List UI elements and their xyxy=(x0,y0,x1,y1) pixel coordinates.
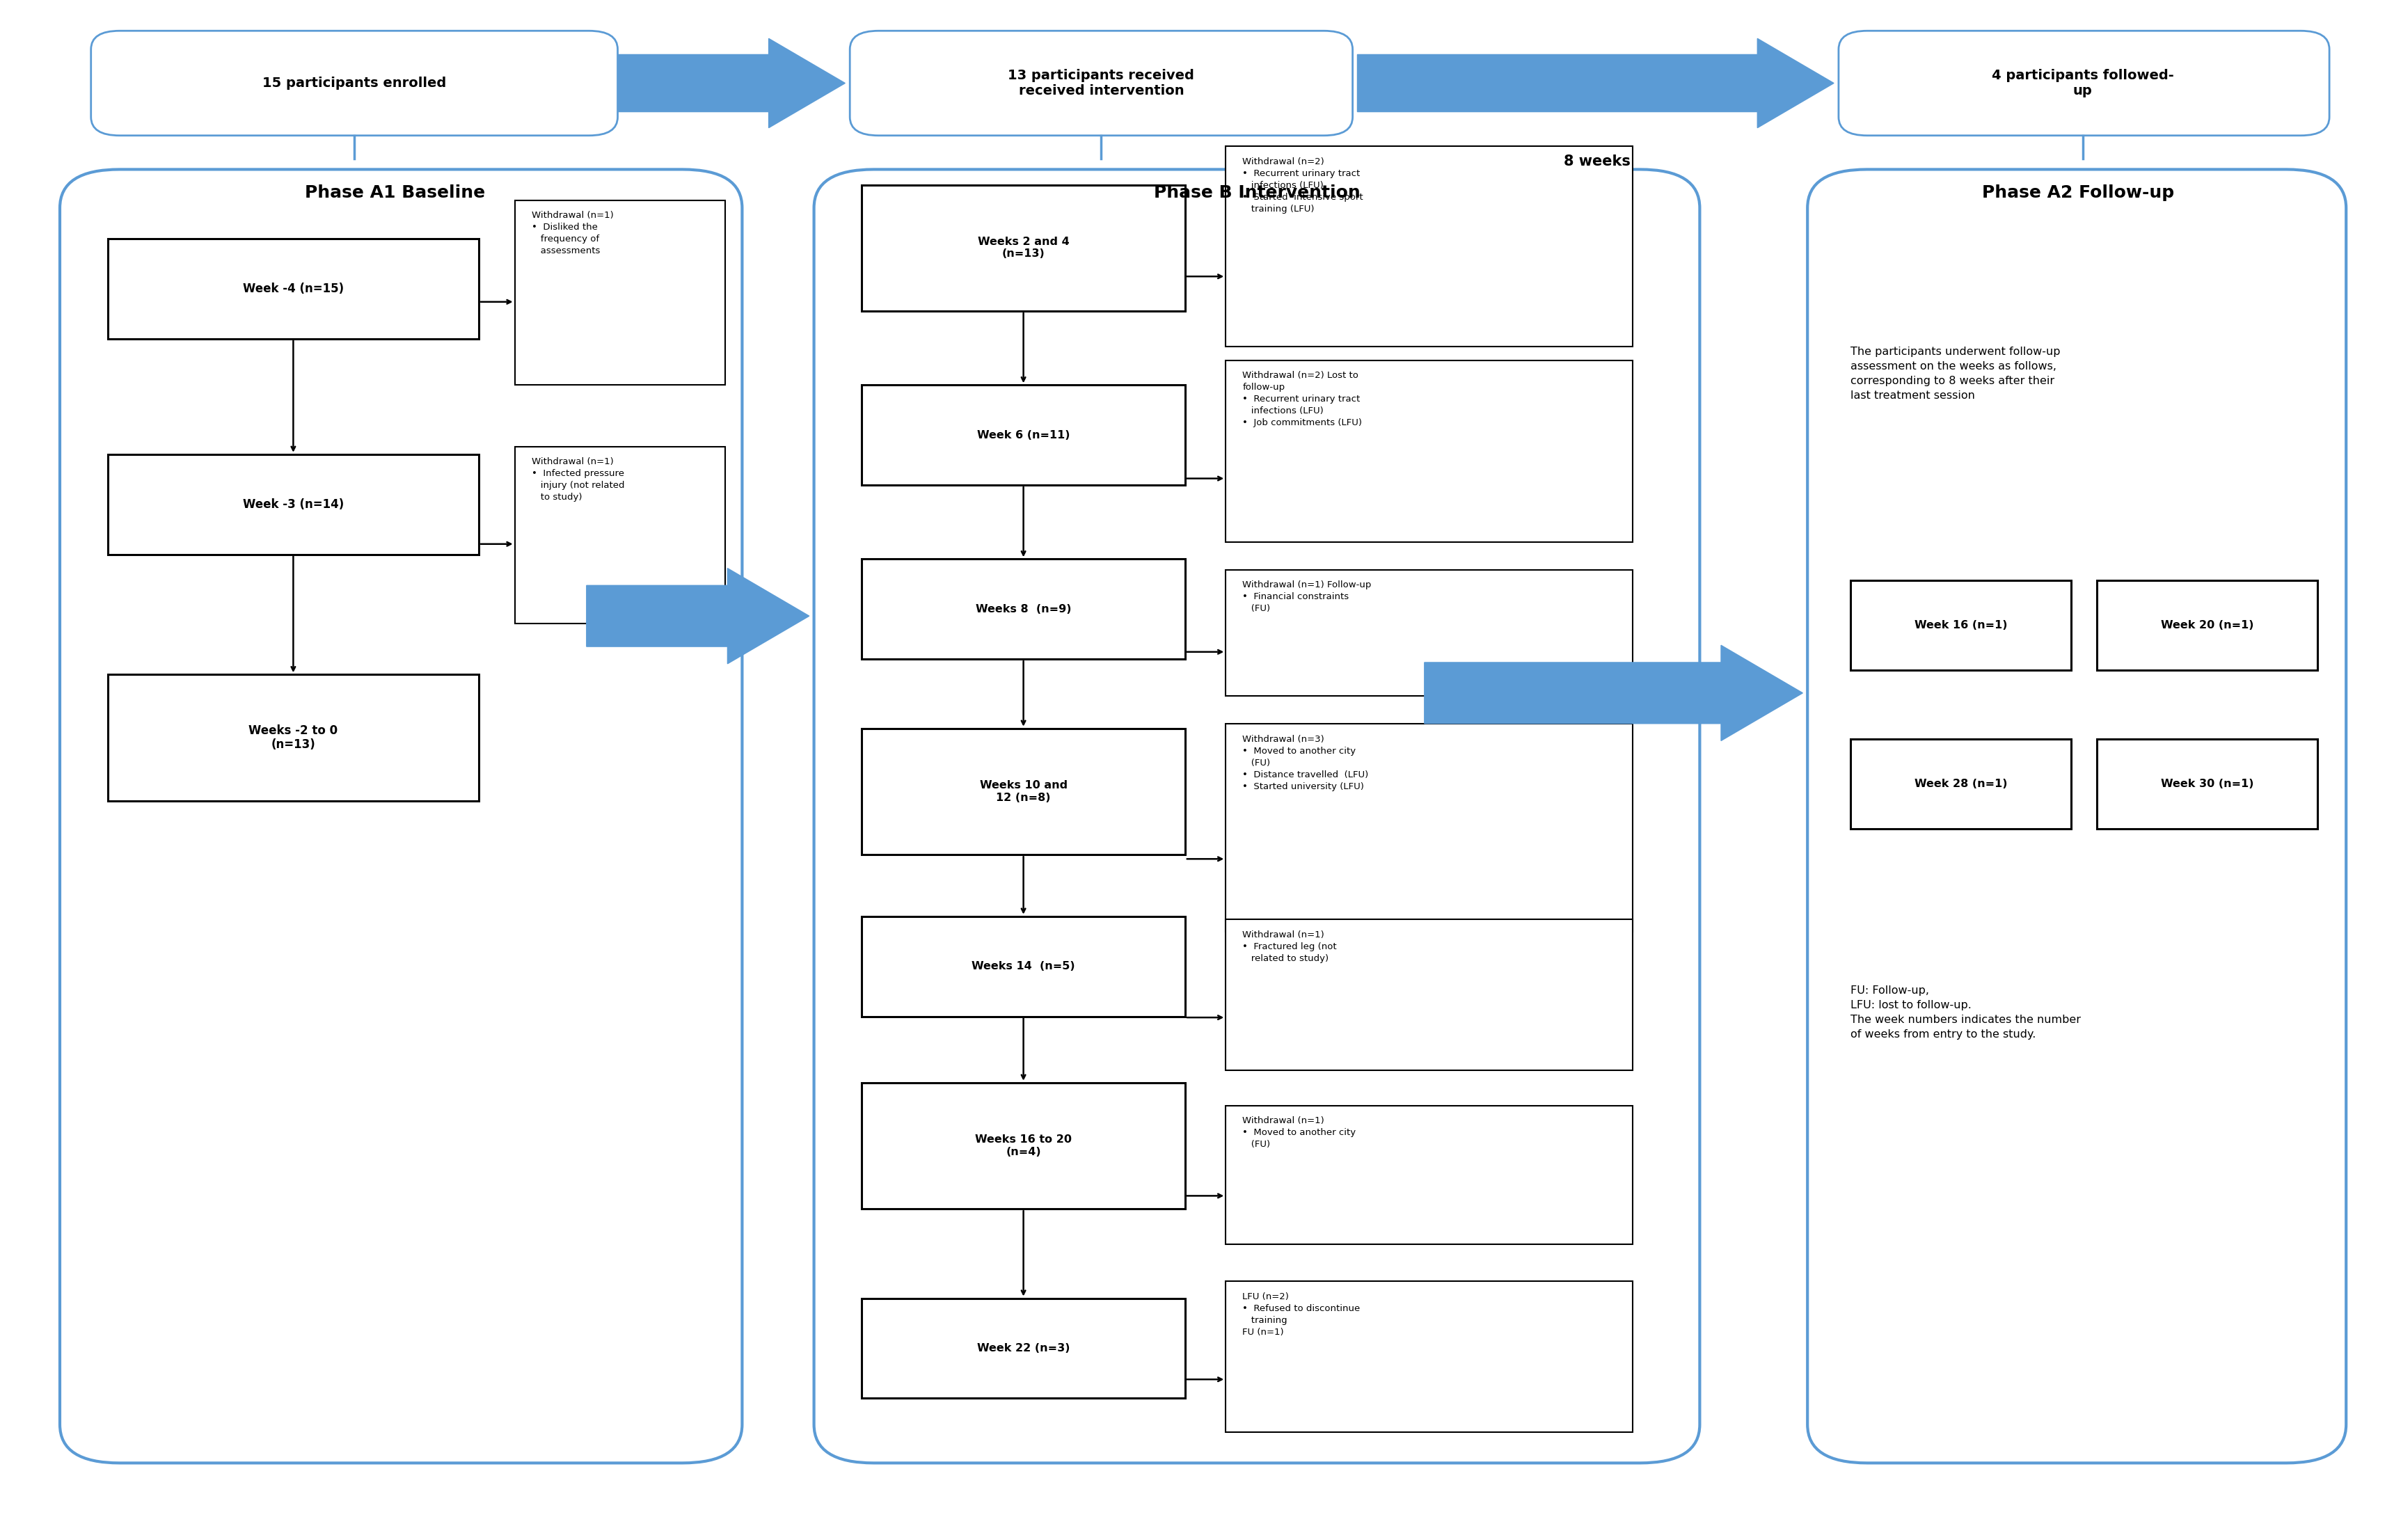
FancyBboxPatch shape xyxy=(1226,919,1633,1070)
Text: Withdrawal (n=1)
•  Disliked the
   frequency of
   assessments: Withdrawal (n=1) • Disliked the frequenc… xyxy=(531,211,613,256)
Text: Phase B Intervention: Phase B Intervention xyxy=(1154,185,1360,200)
Text: Withdrawal (n=1) Follow-up
•  Financial constraints
   (FU): Withdrawal (n=1) Follow-up • Financial c… xyxy=(1242,581,1372,613)
Text: The participants underwent follow-up
assessment on the weeks as follows,
corresp: The participants underwent follow-up ass… xyxy=(1851,347,2061,400)
Polygon shape xyxy=(1424,645,1803,741)
Text: FU: Follow-up,
LFU: lost to follow-up.
The week numbers indicates the number
of : FU: Follow-up, LFU: lost to follow-up. T… xyxy=(1851,986,2080,1040)
Text: Withdrawal (n=1)
•  Fractured leg (not
   related to study): Withdrawal (n=1) • Fractured leg (not re… xyxy=(1242,930,1336,963)
Text: Weeks 10 and
12 (n=8): Weeks 10 and 12 (n=8) xyxy=(979,781,1068,802)
FancyBboxPatch shape xyxy=(1226,724,1633,932)
FancyBboxPatch shape xyxy=(862,385,1185,485)
Text: Weeks 8  (n=9): Weeks 8 (n=9) xyxy=(977,604,1070,614)
Text: 13 participants received
received intervention: 13 participants received received interv… xyxy=(1008,69,1195,97)
Text: Week 28 (n=1): Week 28 (n=1) xyxy=(1915,779,2006,788)
FancyBboxPatch shape xyxy=(108,454,479,554)
Text: Withdrawal (n=1)
•  Infected pressure
   injury (not related
   to study): Withdrawal (n=1) • Infected pressure inj… xyxy=(531,457,625,502)
FancyBboxPatch shape xyxy=(1851,581,2071,670)
FancyBboxPatch shape xyxy=(2097,739,2317,829)
Text: Weeks 2 and 4
(n=13): Weeks 2 and 4 (n=13) xyxy=(977,237,1070,259)
Text: Weeks 16 to 20
(n=4): Weeks 16 to 20 (n=4) xyxy=(974,1135,1073,1157)
Text: Withdrawal (n=3)
•  Moved to another city
   (FU)
•  Distance travelled  (LFU)
•: Withdrawal (n=3) • Moved to another city… xyxy=(1242,735,1369,792)
FancyBboxPatch shape xyxy=(862,916,1185,1016)
Text: Withdrawal (n=2) Lost to
follow-up
•  Recurrent urinary tract
   infections (LFU: Withdrawal (n=2) Lost to follow-up • Rec… xyxy=(1242,371,1362,428)
FancyBboxPatch shape xyxy=(108,675,479,801)
Text: Phase A2 Follow-up: Phase A2 Follow-up xyxy=(1982,185,2174,200)
FancyBboxPatch shape xyxy=(1226,1281,1633,1432)
FancyBboxPatch shape xyxy=(862,1298,1185,1398)
Text: 4 participants followed-
up: 4 participants followed- up xyxy=(1992,69,2174,97)
FancyBboxPatch shape xyxy=(1226,360,1633,542)
FancyBboxPatch shape xyxy=(1851,739,2071,829)
FancyBboxPatch shape xyxy=(862,728,1185,855)
Text: Weeks -2 to 0
(n=13): Weeks -2 to 0 (n=13) xyxy=(249,724,338,752)
Text: Phase A1 Baseline: Phase A1 Baseline xyxy=(304,185,486,200)
FancyBboxPatch shape xyxy=(91,31,618,136)
Text: Week 30 (n=1): Week 30 (n=1) xyxy=(2162,779,2253,788)
FancyBboxPatch shape xyxy=(515,200,725,385)
Text: Week -4 (n=15): Week -4 (n=15) xyxy=(242,282,345,296)
Text: Week 6 (n=11): Week 6 (n=11) xyxy=(977,430,1070,440)
FancyBboxPatch shape xyxy=(814,169,1700,1463)
Text: Weeks 14  (n=5): Weeks 14 (n=5) xyxy=(972,961,1075,972)
Text: Week -3 (n=14): Week -3 (n=14) xyxy=(242,497,345,511)
Text: Week 20 (n=1): Week 20 (n=1) xyxy=(2162,621,2253,630)
Text: Withdrawal (n=2)
•  Recurrent urinary tract
   infections (LFU)
•  Started  inte: Withdrawal (n=2) • Recurrent urinary tra… xyxy=(1242,157,1362,214)
Text: Week 22 (n=3): Week 22 (n=3) xyxy=(977,1343,1070,1354)
FancyBboxPatch shape xyxy=(1226,1106,1633,1244)
FancyBboxPatch shape xyxy=(862,1083,1185,1209)
Text: Withdrawal (n=1)
•  Moved to another city
   (FU): Withdrawal (n=1) • Moved to another city… xyxy=(1242,1116,1355,1149)
Polygon shape xyxy=(587,568,809,664)
FancyBboxPatch shape xyxy=(108,239,479,339)
FancyBboxPatch shape xyxy=(1839,31,2329,136)
FancyBboxPatch shape xyxy=(515,447,725,624)
FancyBboxPatch shape xyxy=(1807,169,2346,1463)
FancyBboxPatch shape xyxy=(60,169,742,1463)
Text: 8 weeks: 8 weeks xyxy=(1563,154,1630,169)
FancyBboxPatch shape xyxy=(850,31,1353,136)
Text: Week 16 (n=1): Week 16 (n=1) xyxy=(1915,621,2006,630)
FancyBboxPatch shape xyxy=(862,559,1185,659)
FancyBboxPatch shape xyxy=(862,185,1185,311)
Polygon shape xyxy=(1357,39,1834,128)
Polygon shape xyxy=(618,39,845,128)
FancyBboxPatch shape xyxy=(2097,581,2317,670)
Text: LFU (n=2)
•  Refused to discontinue
   training
FU (n=1): LFU (n=2) • Refused to discontinue train… xyxy=(1242,1292,1360,1337)
FancyBboxPatch shape xyxy=(1226,146,1633,347)
FancyBboxPatch shape xyxy=(1226,570,1633,696)
Text: 15 participants enrolled: 15 participants enrolled xyxy=(263,77,445,89)
